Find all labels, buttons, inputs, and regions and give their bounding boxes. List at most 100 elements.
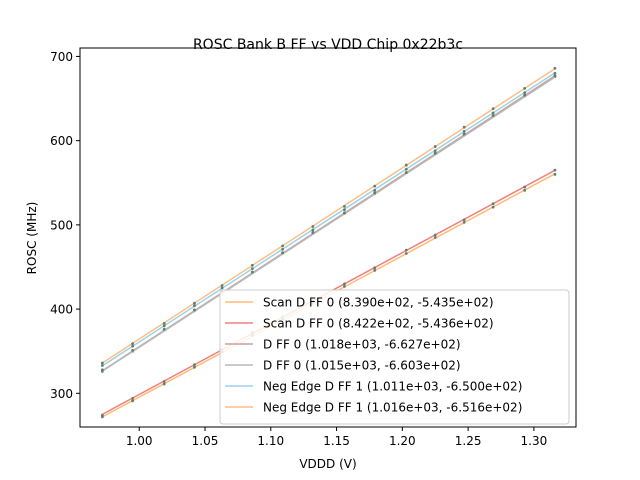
data-point-5-0 — [100, 361, 104, 365]
y-axis-label: ROSC (MHz) — [25, 202, 39, 275]
data-point-5-11 — [433, 145, 437, 148]
data-point-5-5 — [250, 263, 254, 267]
data-point-1-10 — [404, 248, 408, 252]
plot-area-frame — [79, 47, 577, 428]
chart-title: ROSC Bank B FF vs VDD Chip 0x22b3c — [193, 37, 463, 53]
data-point-3-0 — [100, 368, 104, 372]
data-point-0-8 — [343, 284, 346, 288]
data-point-3-8 — [343, 211, 346, 215]
data-point-3-1 — [131, 348, 135, 352]
data-point-3-6 — [281, 251, 285, 255]
series-line-3 — [101, 76, 556, 372]
legend-box — [219, 289, 570, 425]
data-point-4-6 — [281, 247, 285, 251]
data-point-5-13 — [491, 107, 495, 111]
data-point-0-10 — [404, 252, 408, 255]
data-point-4-15 — [553, 71, 557, 75]
data-point-0-15 — [553, 172, 557, 176]
data-point-3-10 — [404, 171, 408, 175]
y-tick-label: 500 — [50, 218, 73, 232]
data-point-4-5 — [250, 267, 254, 271]
data-point-0-9 — [373, 268, 377, 272]
data-point-1-8 — [343, 282, 346, 286]
x-tick-label: 1.05 — [192, 434, 219, 448]
data-point-5-15 — [553, 66, 557, 70]
x-tick-label: 1.30 — [521, 434, 548, 448]
data-point-4-10 — [404, 167, 408, 171]
data-point-4-11 — [433, 149, 437, 153]
y-tick-label: 600 — [50, 134, 73, 148]
legend-label-0: Scan D FF 0 (8.390e+02, -5.435e+02) — [263, 296, 494, 310]
data-point-4-1 — [131, 344, 135, 348]
data-point-3-12 — [462, 132, 466, 136]
data-point-5-7 — [311, 225, 315, 228]
data-point-4-7 — [311, 228, 315, 232]
x-axis-label: VDDD (V) — [299, 457, 356, 471]
x-tick-label: 1.10 — [257, 434, 284, 448]
x-tick-label: 1.00 — [126, 434, 153, 448]
data-point-5-3 — [193, 301, 196, 305]
data-point-0-13 — [491, 205, 495, 209]
data-point-5-8 — [343, 204, 346, 208]
data-point-3-5 — [250, 270, 254, 274]
data-point-3-2 — [162, 327, 166, 331]
data-point-1-0 — [100, 413, 104, 417]
data-point-4-9 — [373, 188, 377, 192]
data-point-1-14 — [523, 185, 527, 189]
data-point-5-1 — [131, 342, 135, 346]
data-point-5-4 — [220, 284, 224, 287]
data-point-4-0 — [100, 364, 104, 367]
legend-label-5: Neg Edge D FF 1 (1.016e+03, -6.516e+02) — [263, 401, 522, 415]
series-line-4 — [101, 72, 556, 367]
data-point-3-13 — [491, 113, 495, 117]
legend-label-3: D FF 0 (1.015e+03, -6.603e+02) — [263, 359, 461, 373]
data-point-1-15 — [553, 168, 557, 172]
data-point-4-4 — [220, 286, 224, 290]
data-point-0-14 — [523, 188, 527, 192]
data-point-0-3 — [193, 365, 196, 369]
data-point-1-9 — [373, 266, 377, 270]
data-point-4-12 — [462, 129, 466, 133]
data-point-0-11 — [433, 236, 437, 239]
data-point-4-3 — [193, 304, 196, 308]
data-point-1-11 — [433, 233, 437, 237]
data-point-1-13 — [491, 202, 495, 206]
data-point-4-13 — [491, 111, 495, 115]
data-point-3-7 — [311, 231, 315, 234]
series-line-5 — [101, 68, 556, 364]
data-point-4-8 — [343, 208, 346, 212]
data-point-5-12 — [462, 125, 466, 129]
x-tick-label: 1.15 — [323, 434, 350, 448]
legend: Scan D FF 0 (8.390e+02, -5.435e+02) Scan … — [219, 289, 570, 425]
y-axis: 300 400 500 600 700 — [50, 50, 80, 401]
data-point-0-2 — [162, 382, 166, 386]
data-point-0-1 — [131, 399, 135, 403]
y-tick-label: 700 — [50, 50, 73, 64]
data-point-1-3 — [193, 363, 196, 367]
data-point-3-14 — [523, 93, 527, 97]
series-layer — [100, 66, 557, 419]
legend-label-4: Neg Edge D FF 1 (1.011e+03, -6.500e+02) — [263, 380, 522, 394]
data-point-1-1 — [131, 396, 135, 400]
x-tick-label: 1.20 — [389, 434, 416, 448]
data-point-5-10 — [404, 163, 408, 167]
data-point-3-3 — [193, 308, 196, 312]
data-point-1-2 — [162, 380, 166, 383]
legend-label-2: D FF 0 (1.018e+03, -6.627e+02) — [263, 338, 461, 352]
data-point-0-12 — [462, 220, 466, 224]
data-point-5-14 — [523, 87, 527, 90]
data-point-5-2 — [162, 322, 166, 325]
data-point-4-14 — [523, 91, 527, 95]
data-point-3-9 — [373, 191, 377, 195]
data-point-5-6 — [281, 244, 285, 248]
x-tick-label: 1.25 — [455, 434, 482, 448]
y-tick-label: 300 — [50, 387, 73, 401]
legend-label-1: Scan D FF 0 (8.422e+02, -5.436e+02) — [263, 317, 494, 331]
data-point-1-12 — [462, 218, 466, 222]
data-point-5-9 — [373, 184, 377, 188]
y-tick-label: 400 — [50, 303, 73, 317]
data-point-3-11 — [433, 151, 437, 155]
data-point-4-2 — [162, 324, 166, 328]
x-axis: 1.00 1.05 1.10 1.15 1.20 1.25 1.30 — [126, 427, 547, 448]
